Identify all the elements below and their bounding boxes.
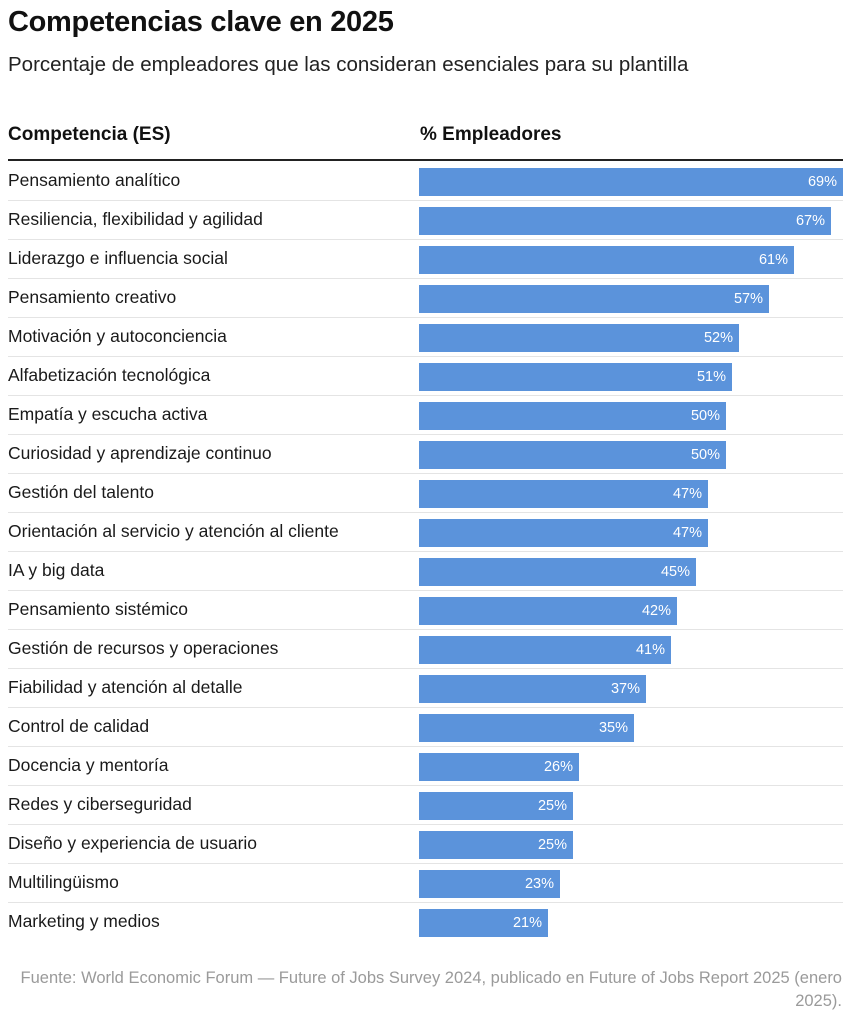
table-row: Resiliencia, flexibilidad y agilidad 67% xyxy=(8,201,843,240)
data-label: 23% xyxy=(524,876,554,892)
chart-title: Competencias clave en 2025 xyxy=(8,6,394,38)
table-row: Multilingüismo 23% xyxy=(8,864,843,903)
data-label: 69% xyxy=(807,174,837,190)
bar: 45% xyxy=(419,558,696,586)
data-label: 25% xyxy=(537,837,567,853)
category-label: Marketing y medios xyxy=(8,911,160,931)
table-row: Pensamiento sistémico 42% xyxy=(8,591,843,630)
bar: 21% xyxy=(419,909,548,937)
data-label: 41% xyxy=(635,642,665,658)
category-label: Redes y ciberseguridad xyxy=(8,794,192,814)
data-label: 45% xyxy=(660,564,690,580)
category-label: Gestión del talento xyxy=(8,482,154,502)
bar-chart: Pensamiento analítico 69% Resiliencia, fle… xyxy=(8,162,843,942)
data-label: 35% xyxy=(598,720,628,736)
bar: 42% xyxy=(419,597,677,625)
category-label: Empatía y escucha activa xyxy=(8,404,208,424)
table-row: Control de calidad 35% xyxy=(8,708,843,747)
chart-subtitle: Porcentaje de empleadores que las consid… xyxy=(8,53,689,76)
table-row: Pensamiento creativo 57% xyxy=(8,279,843,318)
category-label: Curiosidad y aprendizaje continuo xyxy=(8,443,272,463)
bar: 47% xyxy=(419,480,708,508)
category-label: Gestión de recursos y operaciones xyxy=(8,638,279,658)
category-label: Liderazgo e influencia social xyxy=(8,248,228,268)
table-row: Pensamiento analítico 69% xyxy=(8,162,843,201)
label-column-header: Competencia (ES) xyxy=(8,124,171,145)
bar: 69% xyxy=(419,168,843,196)
table-row: Motivación y autoconciencia 52% xyxy=(8,318,843,357)
bar: 50% xyxy=(419,441,726,469)
category-label: Motivación y autoconciencia xyxy=(8,326,227,346)
category-label: Orientación al servicio y atención al cl… xyxy=(8,521,339,541)
bar: 61% xyxy=(419,246,794,274)
table-row: Diseño y experiencia de usuario 25% xyxy=(8,825,843,864)
table-row: Curiosidad y aprendizaje continuo 50% xyxy=(8,435,843,474)
bar: 23% xyxy=(419,870,560,898)
bar: 52% xyxy=(419,324,739,352)
data-label: 21% xyxy=(512,915,542,931)
category-label: Diseño y experiencia de usuario xyxy=(8,833,258,853)
category-label: IA y big data xyxy=(8,560,105,580)
table-row: Fiabilidad y atención al detalle 37% xyxy=(8,669,843,708)
bar: 25% xyxy=(419,792,573,820)
category-label: Multilingüismo xyxy=(8,872,119,892)
data-label: 57% xyxy=(733,291,763,307)
data-label: 47% xyxy=(672,486,702,502)
table-row: IA y big data 45% xyxy=(8,552,843,591)
bar: 26% xyxy=(419,753,579,781)
source-note: Fuente: World Economic Forum — Future of… xyxy=(20,969,842,1010)
data-label: 37% xyxy=(610,681,640,697)
data-label: 67% xyxy=(795,213,825,229)
bar: 51% xyxy=(419,363,732,391)
bar: 37% xyxy=(419,675,646,703)
category-label: Alfabetización tecnológica xyxy=(8,365,211,385)
bar: 47% xyxy=(419,519,708,547)
category-label: Control de calidad xyxy=(8,716,150,736)
category-label: Docencia y mentoría xyxy=(8,755,169,775)
bar: 25% xyxy=(419,831,573,859)
data-label: 25% xyxy=(537,798,567,814)
bar: 35% xyxy=(419,714,634,742)
table-row: Marketing y medios 21% xyxy=(8,903,843,942)
table-row: Redes y ciberseguridad 25% xyxy=(8,786,843,825)
data-label: 52% xyxy=(703,330,733,346)
value-column-header: % Empleadores xyxy=(420,124,562,145)
table-row: Empatía y escucha activa 50% xyxy=(8,396,843,435)
bar: 41% xyxy=(419,636,671,664)
table-row: Gestión de recursos y operaciones 41% xyxy=(8,630,843,669)
header-divider xyxy=(8,159,843,161)
data-label: 26% xyxy=(543,759,573,775)
table-row: Alfabetización tecnológica 51% xyxy=(8,357,843,396)
category-label: Pensamiento sistémico xyxy=(8,599,188,619)
table-row: Liderazgo e influencia social 61% xyxy=(8,240,843,279)
table-row: Gestión del talento 47% xyxy=(8,474,843,513)
data-label: 51% xyxy=(696,369,726,385)
data-label: 50% xyxy=(690,447,720,463)
category-label: Pensamiento analítico xyxy=(8,170,181,190)
category-label: Fiabilidad y atención al detalle xyxy=(8,677,243,697)
category-label: Resiliencia, flexibilidad y agilidad xyxy=(8,209,263,229)
bar: 50% xyxy=(419,402,726,430)
data-label: 61% xyxy=(758,252,788,268)
data-label: 42% xyxy=(641,603,671,619)
data-label: 50% xyxy=(690,408,720,424)
category-label: Pensamiento creativo xyxy=(8,287,177,307)
bar: 57% xyxy=(419,285,769,313)
bar: 67% xyxy=(419,207,831,235)
data-label: 47% xyxy=(672,525,702,541)
table-row: Docencia y mentoría 26% xyxy=(8,747,843,786)
table-row: Orientación al servicio y atención al cl… xyxy=(8,513,843,552)
